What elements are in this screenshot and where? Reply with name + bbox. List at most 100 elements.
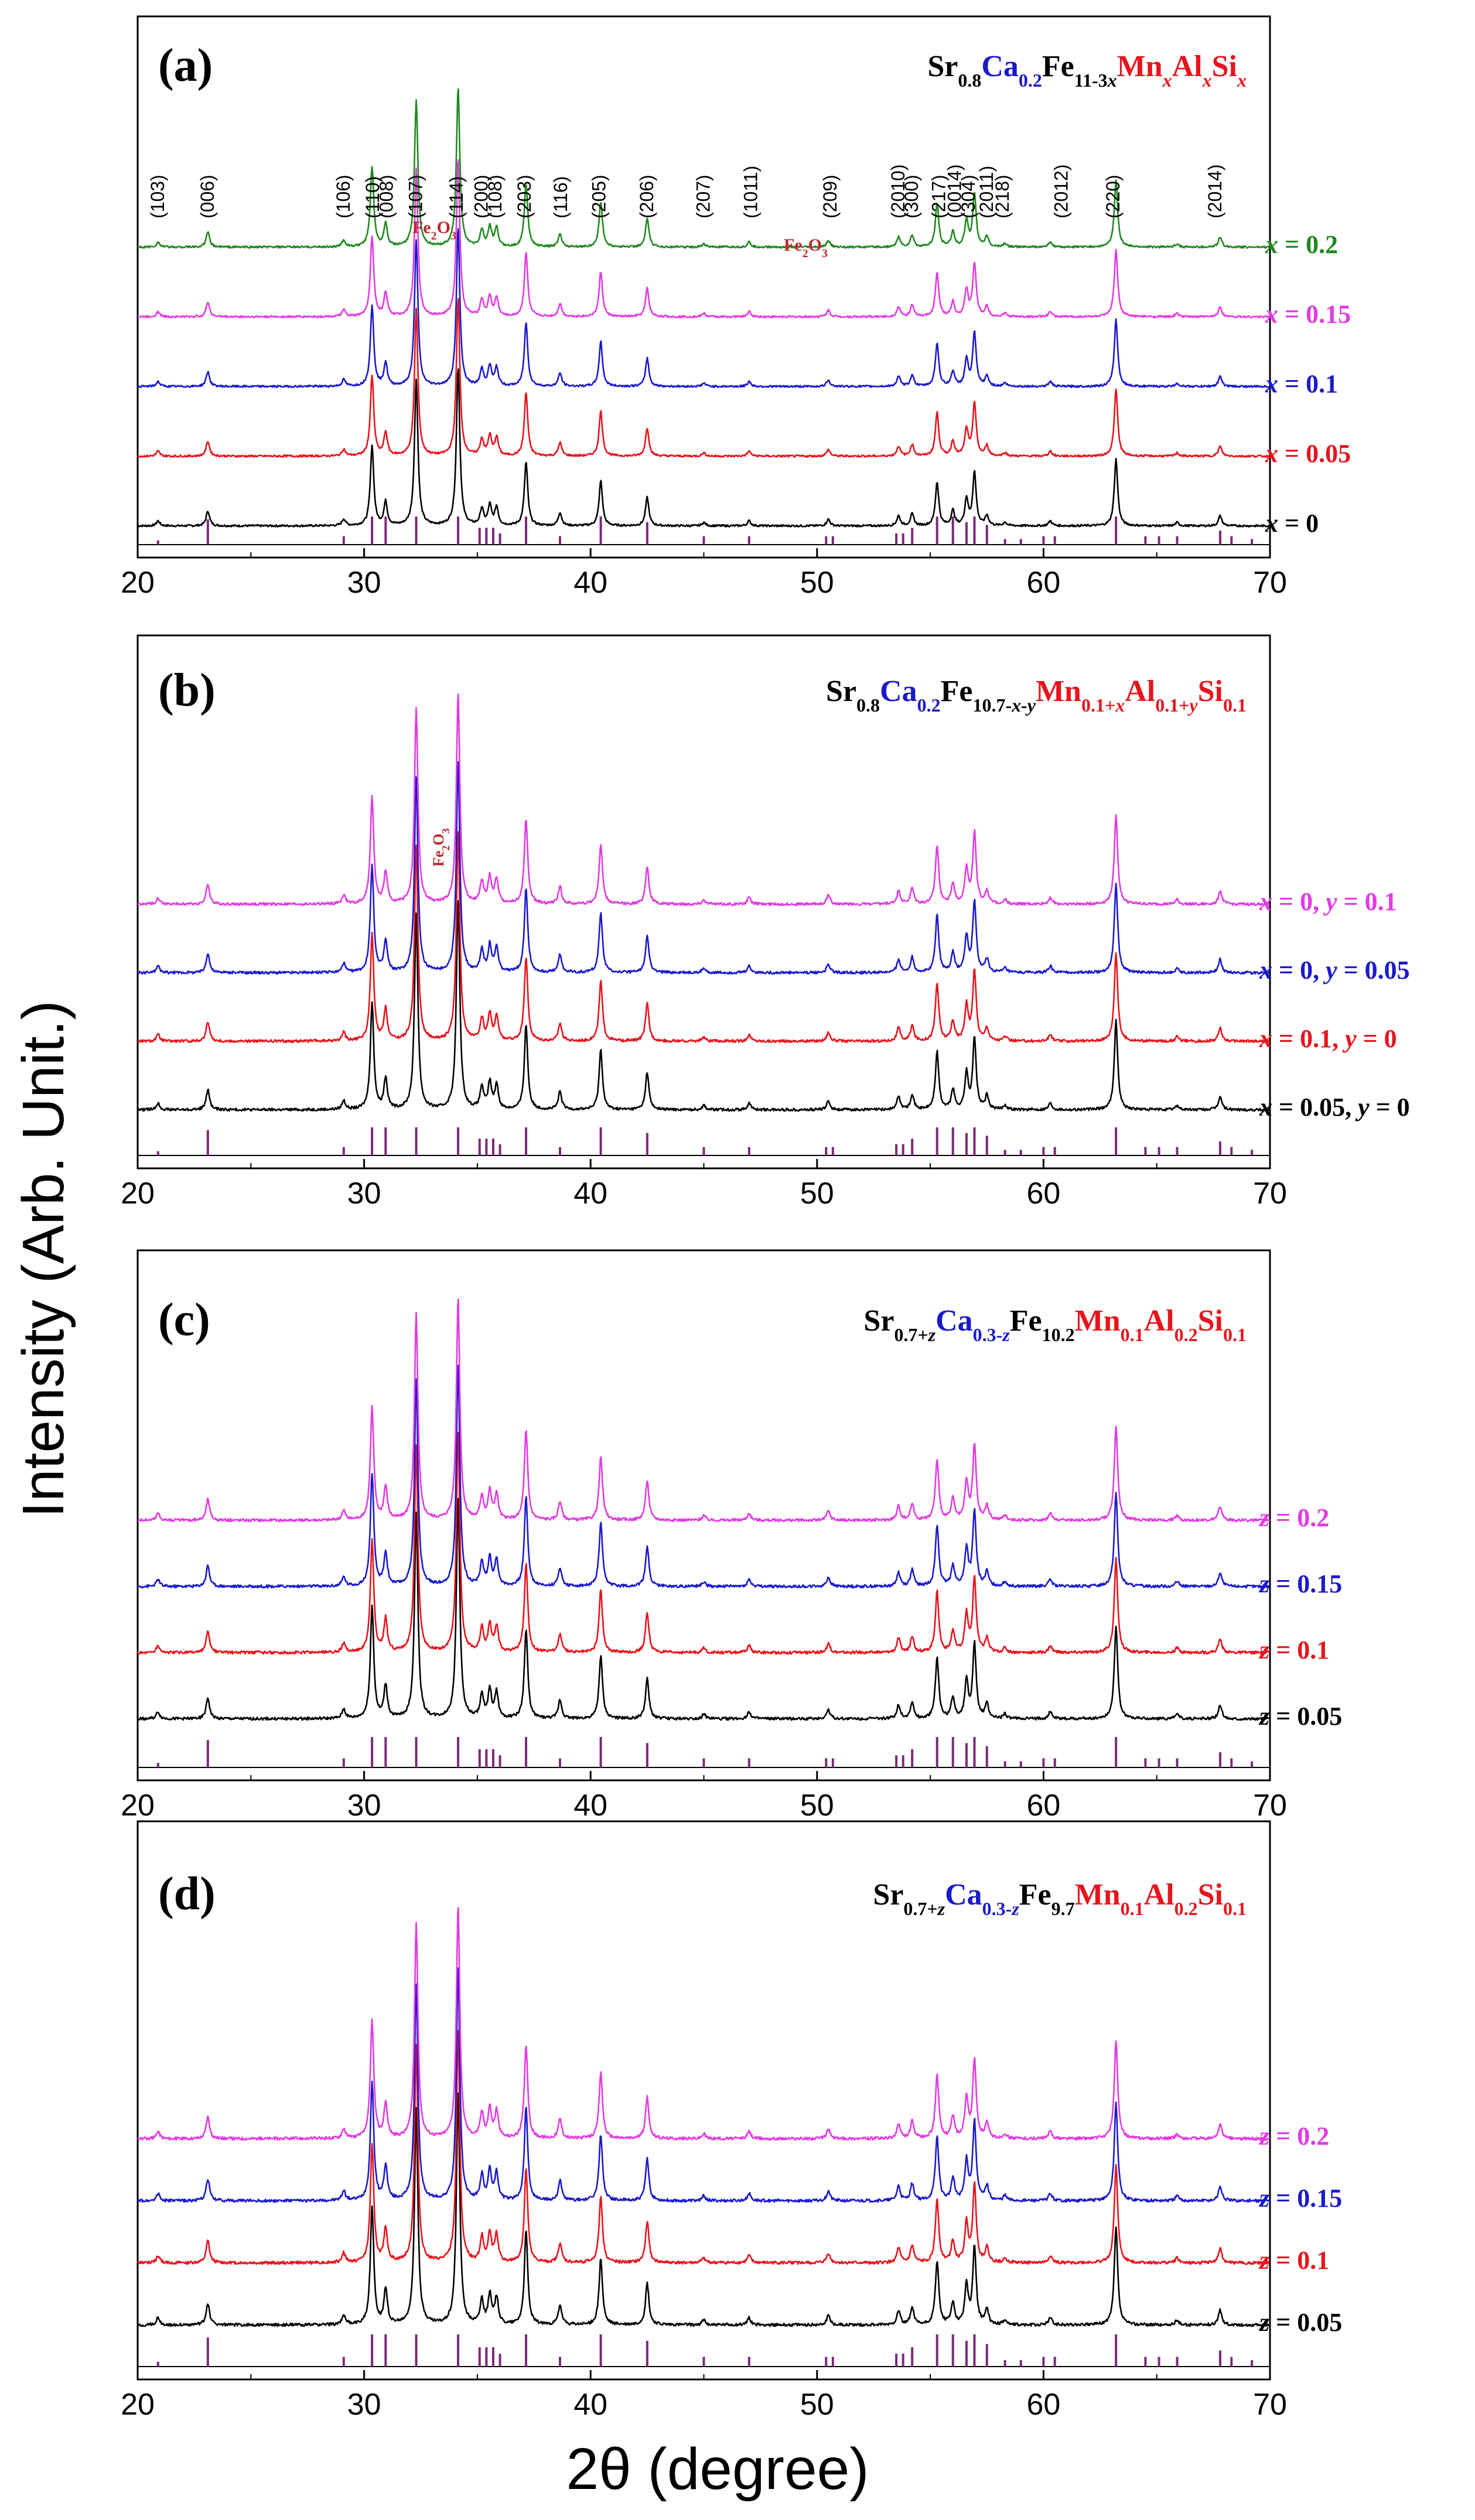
hkl-label: (116) bbox=[550, 176, 571, 218]
series-label: z = 0.1 bbox=[1258, 2246, 1329, 2275]
x-tick-label: 20 bbox=[121, 566, 155, 600]
series-line bbox=[137, 159, 1271, 319]
x-tick-label: 40 bbox=[573, 1789, 607, 1823]
x-tick-label: 30 bbox=[347, 1789, 381, 1823]
panel-letter: (a) bbox=[158, 40, 213, 91]
hkl-label: (2010) bbox=[887, 165, 909, 219]
series-label: z = 0.15 bbox=[1258, 1570, 1342, 1598]
series-line bbox=[136, 298, 1270, 458]
x-tick-label: 40 bbox=[573, 1177, 607, 1211]
series-label: x = 0.1, y = 0 bbox=[1259, 1024, 1397, 1053]
series-line bbox=[137, 693, 1270, 907]
hkl-label: (106) bbox=[333, 175, 354, 218]
series-label: z = 0.05 bbox=[1258, 1702, 1342, 1731]
series-label: x = 0.2 bbox=[1265, 230, 1338, 259]
hkl-label: (108) bbox=[484, 175, 506, 218]
x-tick-label: 70 bbox=[1253, 566, 1287, 600]
panel-letter: (b) bbox=[158, 665, 216, 716]
series-line bbox=[136, 1907, 1271, 2141]
hkl-label: (205) bbox=[589, 175, 610, 218]
series-label: z = 0.2 bbox=[1258, 1503, 1329, 1532]
series-line bbox=[137, 228, 1270, 388]
hkl-label: (218) bbox=[992, 175, 1013, 218]
series-label: x = 0 bbox=[1265, 509, 1319, 538]
plot-frame bbox=[136, 15, 1271, 559]
x-tick-label: 60 bbox=[1026, 2388, 1060, 2422]
x-tick-label: 60 bbox=[1026, 566, 1060, 600]
x-tick-label: 20 bbox=[121, 1789, 155, 1823]
x-tick-label: 70 bbox=[1253, 2388, 1287, 2422]
x-tick-label: 30 bbox=[347, 566, 381, 600]
series-label: x = 0, y = 0.05 bbox=[1259, 956, 1410, 984]
hkl-label: (300) bbox=[901, 175, 922, 218]
hkl-label: (206) bbox=[636, 175, 657, 218]
hkl-label: (207) bbox=[693, 175, 714, 218]
x-tick-label: 20 bbox=[121, 2388, 155, 2422]
panel-formula-title: Sr0.7+zCa0.3-zFe9.7Mn0.1Al0.2Si0.1 bbox=[873, 1878, 1247, 1919]
x-tick-label: 50 bbox=[800, 566, 834, 600]
panel-formula-title: Sr0.8Ca0.2Fe10.7-x-yMn0.1+xAl0.1+ySi0.1 bbox=[826, 675, 1247, 716]
hkl-label: (110) bbox=[362, 176, 383, 218]
series-label: z = 0.2 bbox=[1258, 2122, 1329, 2150]
series-label: x = 0.15 bbox=[1265, 300, 1351, 329]
series-line bbox=[136, 1967, 1271, 2203]
hkl-label: (203) bbox=[514, 175, 535, 218]
x-tick-label: 30 bbox=[347, 2388, 381, 2422]
hkl-label: (0014) bbox=[944, 165, 965, 219]
fe2o3-annotation: Fe2O3 bbox=[784, 235, 828, 260]
series-line bbox=[137, 831, 1271, 1044]
x-tick-label: 70 bbox=[1253, 1177, 1287, 1211]
series-label: x = 0.05, y = 0 bbox=[1259, 1093, 1410, 1121]
series-label: z = 0.1 bbox=[1258, 1636, 1329, 1664]
panel-letter: (d) bbox=[158, 1868, 216, 1920]
hkl-label: (103) bbox=[147, 175, 168, 218]
panel-formula-title: Sr0.7+zCa0.3-zFe10.2Mn0.1Al0.2Si0.1 bbox=[863, 1304, 1247, 1345]
hkl-label: (1011) bbox=[740, 166, 762, 218]
hkl-label: (008) bbox=[375, 175, 397, 218]
panel-b: 20 30 40 50 60 70 x = 0.05, y = 0 x = 0.1, y = … bbox=[121, 634, 1410, 1211]
x-tick-label: 50 bbox=[800, 2388, 834, 2422]
panel-letter: (c) bbox=[158, 1294, 210, 1346]
series-line bbox=[137, 1298, 1271, 1523]
series-label: x = 0.1 bbox=[1265, 370, 1338, 398]
x-tick-label: 50 bbox=[800, 1789, 834, 1823]
x-tick-label: 20 bbox=[121, 1177, 155, 1211]
hkl-label: (209) bbox=[820, 175, 841, 218]
x-tick-label: 60 bbox=[1026, 1177, 1060, 1211]
x-tick-label: 40 bbox=[573, 2388, 607, 2422]
series-line bbox=[137, 900, 1271, 1112]
series-line bbox=[137, 88, 1270, 249]
hkl-label: (006) bbox=[197, 175, 218, 218]
hkl-label: (2012) bbox=[1050, 165, 1071, 219]
series-label: z = 0.15 bbox=[1258, 2184, 1342, 2213]
hkl-label: (200) bbox=[471, 175, 492, 218]
series-line bbox=[137, 368, 1271, 528]
x-tick-label: 30 bbox=[347, 1177, 381, 1211]
fe2o3-annotation: Fe2O3 bbox=[412, 218, 456, 242]
series-line bbox=[136, 761, 1270, 975]
hkl-label: (220) bbox=[1102, 175, 1124, 218]
hkl-label: (2011) bbox=[976, 166, 997, 218]
hkl-label: (304) bbox=[958, 175, 979, 218]
x-tick-label: 60 bbox=[1026, 1789, 1060, 1823]
series-line bbox=[136, 1365, 1270, 1589]
y-axis-label: Intensity (Arb. Unit.) bbox=[11, 1000, 76, 1518]
series-line bbox=[136, 1431, 1271, 1655]
x-tick-label: 70 bbox=[1253, 1789, 1287, 1823]
panel-formula-title: Sr0.8Ca0.2Fe11-3xMnxAlxSix bbox=[927, 50, 1247, 91]
panel-c: 20 30 40 50 60 70 z = 0.05 z = 0.1 z = 0.15 z = 0… bbox=[121, 1249, 1342, 1823]
panel-d: 20 30 40 50 60 70 z = 0.05 z = 0.1 z = 0.15 z = 0… bbox=[121, 1820, 1342, 2422]
x-axis-label: 2θ (degree) bbox=[566, 2436, 869, 2502]
series-line bbox=[136, 2092, 1271, 2327]
series-line bbox=[136, 2030, 1270, 2265]
series-label: x = 0, y = 0.1 bbox=[1259, 887, 1397, 916]
series-label: x = 0.05 bbox=[1265, 439, 1351, 468]
hkl-label: (114) bbox=[446, 176, 467, 218]
fe2o3-annotation: Fe2O3 bbox=[430, 828, 452, 867]
hkl-label: (2014) bbox=[1204, 165, 1225, 219]
series-label: z = 0.05 bbox=[1258, 2308, 1342, 2337]
series-line bbox=[137, 1497, 1271, 1721]
hkl-label: (217) bbox=[928, 175, 950, 218]
hkl-label: (107) bbox=[405, 175, 426, 218]
